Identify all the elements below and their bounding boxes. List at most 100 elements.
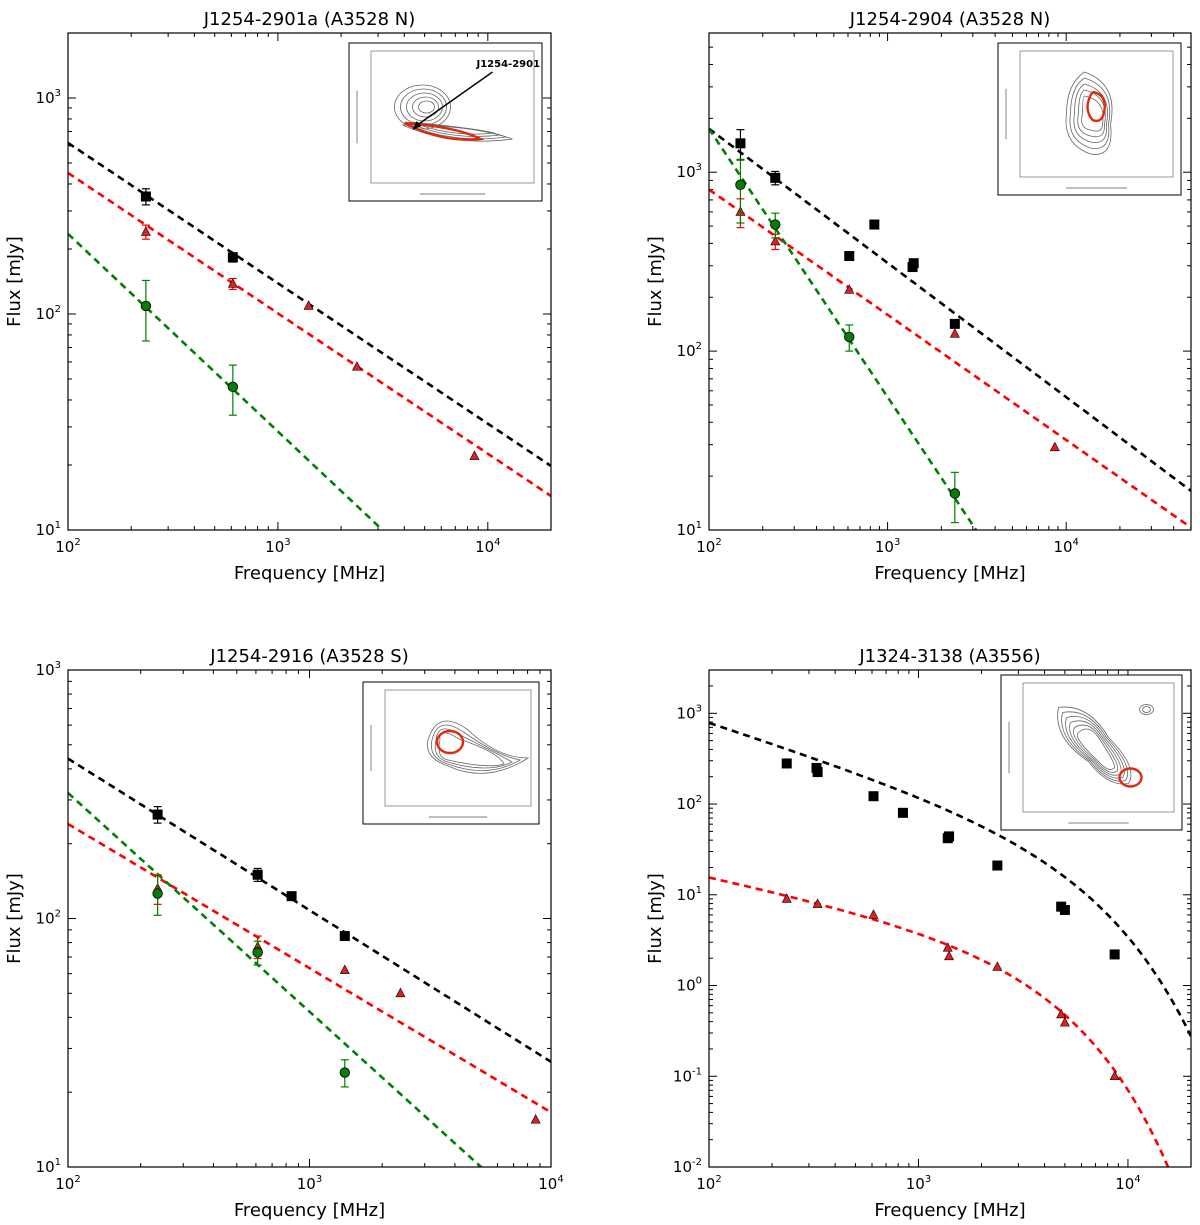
inset-red-contour xyxy=(1118,767,1143,788)
y-axis-label: Flux [mJy] xyxy=(645,236,666,327)
tick-exponent: 0 xyxy=(696,976,702,987)
x-tick-label: 102 xyxy=(55,537,80,556)
total-series xyxy=(735,129,960,329)
total-point xyxy=(140,191,151,202)
tick-exponent: 4 xyxy=(494,537,500,548)
tick-exponent: 2 xyxy=(715,537,721,548)
tick-base: 10 xyxy=(677,977,696,995)
tick-exponent: 3 xyxy=(55,660,61,671)
tick-exponent: -2 xyxy=(692,1157,702,1168)
tick-exponent: 2 xyxy=(55,304,61,315)
chart-title: J1324-3138 (A3556) xyxy=(858,646,1040,667)
inset-plot-area xyxy=(384,689,532,807)
inset-red-contour xyxy=(1086,90,1106,123)
tick-base: 10 xyxy=(36,910,55,928)
extended-point xyxy=(735,179,746,191)
tick-base: 10 xyxy=(265,538,284,556)
y-tick-label: 103 xyxy=(36,660,61,679)
tick-base: 10 xyxy=(696,1175,715,1193)
core-point xyxy=(303,300,314,310)
core-point xyxy=(812,898,823,908)
y-axis-label: Flux [mJy] xyxy=(4,236,25,327)
tick-exponent: 4 xyxy=(1073,537,1079,548)
tick-base: 10 xyxy=(297,1175,316,1193)
core-fit-line xyxy=(68,171,551,498)
tick-base: 10 xyxy=(475,538,494,556)
core-point xyxy=(868,909,879,919)
extended-series xyxy=(152,874,350,1088)
total-fit-line xyxy=(709,721,1191,1037)
inset-contour xyxy=(1073,83,1108,143)
core-point xyxy=(781,893,792,903)
y-tick-label: 100 xyxy=(677,976,702,995)
tick-base: 10 xyxy=(1053,538,1072,556)
core-point xyxy=(949,328,960,338)
x-tick-label: 102 xyxy=(55,1174,80,1193)
tick-exponent: 2 xyxy=(715,1174,721,1185)
panel-j1254-2916: J1254-2916 (A3528 S) Frequency [MHz] Flux … xyxy=(4,646,564,1221)
inset-plot-area xyxy=(1019,50,1174,178)
x-tick-label: 102 xyxy=(696,1174,721,1193)
total-point xyxy=(770,172,781,183)
tick-base: 10 xyxy=(875,538,894,556)
total-point xyxy=(781,758,792,769)
inset-contour xyxy=(411,121,495,135)
tick-exponent: 3 xyxy=(316,1174,322,1185)
tick-exponent: 2 xyxy=(55,909,61,920)
y-tick-label: 102 xyxy=(36,909,61,928)
inset-contour xyxy=(1073,724,1119,773)
extended-point xyxy=(140,300,152,312)
core-point xyxy=(227,278,238,288)
tick-base: 10 xyxy=(538,1175,557,1193)
tick-base: 10 xyxy=(696,538,715,556)
total-point xyxy=(949,318,960,329)
tick-exponent: 1 xyxy=(696,520,702,531)
panel-j1254-2904: J1254-2904 (A3528 N) Frequency [MHz] Flux … xyxy=(645,9,1192,584)
tick-exponent: 3 xyxy=(894,537,900,548)
total-series xyxy=(781,758,1120,960)
total-fit-line xyxy=(709,127,1191,492)
core-point xyxy=(992,961,1003,971)
tick-exponent: 1 xyxy=(55,520,61,531)
tick-exponent: 3 xyxy=(925,1174,931,1185)
y-tick-label: 101 xyxy=(677,885,702,904)
total-point xyxy=(286,891,297,902)
inset-contour xyxy=(1065,716,1125,779)
total-point xyxy=(944,831,955,842)
inset-contour xyxy=(1057,706,1132,785)
inset-arrow xyxy=(414,71,493,128)
total-point xyxy=(152,809,163,820)
total-point xyxy=(868,791,879,802)
x-tick-label: 103 xyxy=(906,1174,931,1193)
inset-plot-area xyxy=(1022,682,1175,813)
core-point xyxy=(1049,441,1060,452)
total-point xyxy=(812,767,823,778)
x-axis-label: Frequency [MHz] xyxy=(874,1200,1025,1221)
core-fit-line xyxy=(68,822,551,1114)
total-point xyxy=(1059,904,1070,915)
y-tick-label: 103 xyxy=(677,703,702,722)
extended-series xyxy=(140,279,239,416)
core-series xyxy=(781,893,1120,1081)
ticks xyxy=(708,669,1192,1168)
extended-point xyxy=(949,488,961,499)
tick-base: 10 xyxy=(36,1158,55,1176)
core-point xyxy=(351,361,362,371)
y-tick-label: 102 xyxy=(677,341,702,360)
tick-base: 10 xyxy=(906,1175,925,1193)
core-point xyxy=(339,964,350,974)
panel-j1324-3138: J1324-3138 (A3556) Frequency [MHz] Flux [m… xyxy=(645,646,1192,1221)
total-point xyxy=(844,251,855,262)
tick-exponent: 1 xyxy=(55,1157,61,1168)
total-point xyxy=(908,258,919,269)
x-tick-label: 104 xyxy=(1053,537,1078,556)
total-point xyxy=(227,252,238,263)
inset-contour xyxy=(1139,704,1154,715)
extended-series xyxy=(735,158,961,524)
inset-radio-map xyxy=(997,42,1182,196)
inset-red-contour xyxy=(435,729,465,755)
tick-base: 10 xyxy=(55,538,74,556)
total-point xyxy=(897,807,908,818)
extended-point xyxy=(770,219,781,230)
